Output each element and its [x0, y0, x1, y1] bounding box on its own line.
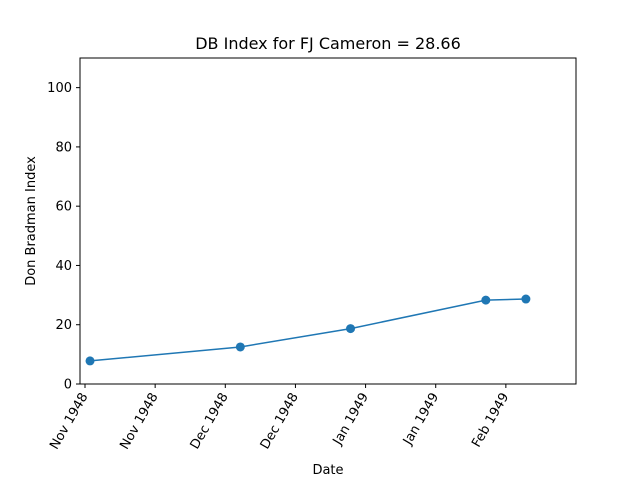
x-tick-label: Feb 1949: [469, 391, 512, 451]
x-tick-label: Nov 1948: [47, 391, 91, 453]
y-axis-label: Don Bradman Index: [24, 156, 39, 286]
x-tick-label: Dec 1948: [258, 391, 302, 453]
x-tick-label: Dec 1948: [188, 391, 232, 453]
x-axis: Nov 1948 Nov 1948 Dec 1948 Dec 1948 Jan 1949…: [47, 384, 512, 452]
x-tick-label: Jan 1949: [400, 391, 442, 449]
data-point: [346, 324, 356, 334]
y-tick-label: 0: [64, 378, 72, 393]
series-polyline: [89, 298, 526, 362]
y-tick-label: 40: [55, 259, 72, 274]
data-point: [521, 294, 531, 304]
y-axis: 0 20 40 60 80 100: [47, 81, 80, 393]
plot-area: [79, 57, 577, 385]
y-tick-label: 80: [55, 140, 72, 155]
y-tick-label: 60: [55, 200, 72, 215]
chart-title: DB Index for FJ Cameron = 28.66: [195, 34, 461, 53]
x-axis-label: Date: [312, 463, 343, 478]
y-tick-label: 20: [55, 318, 72, 333]
x-tick-label: Jan 1949: [330, 391, 372, 449]
y-tick-label: 100: [47, 81, 72, 96]
data-point: [85, 356, 95, 366]
x-tick-label: Nov 1948: [117, 391, 161, 453]
data-point: [235, 342, 245, 352]
data-point: [481, 295, 491, 305]
series-line: [85, 294, 531, 366]
